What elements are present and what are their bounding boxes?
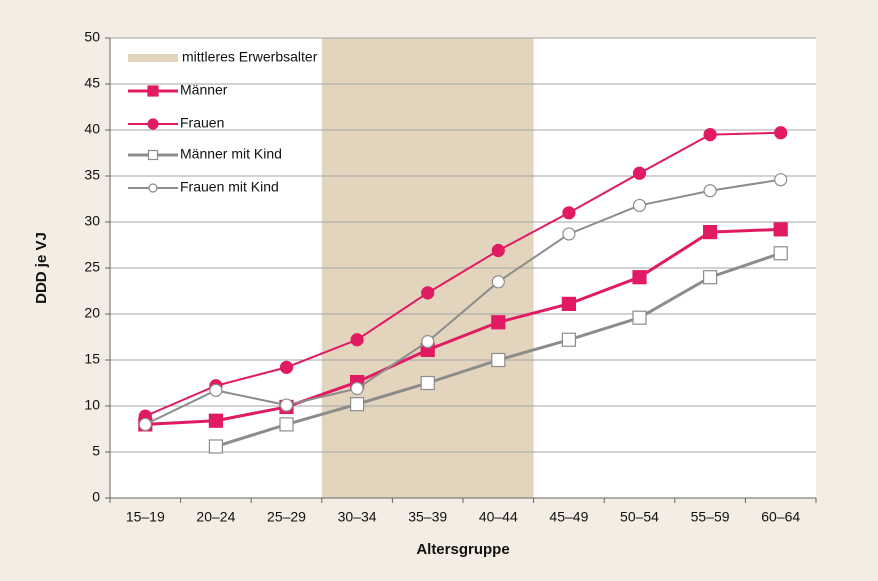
y-tick-label: 10 — [84, 397, 100, 413]
x-tick-label: 25–29 — [267, 509, 306, 525]
data-point — [703, 184, 717, 198]
data-point — [561, 296, 577, 311]
data-point — [774, 126, 788, 140]
data-point — [279, 360, 294, 374]
x-tick-label: 35–39 — [408, 509, 447, 525]
data-point — [773, 222, 788, 237]
series-line — [145, 227, 781, 426]
x-tick-label: 30–34 — [338, 509, 377, 525]
data-point — [421, 286, 435, 300]
data-point — [632, 198, 647, 213]
x-tick-label: 45–49 — [549, 509, 588, 525]
y-tick-label: 50 — [84, 29, 100, 45]
x-axis-label: Altersgruppe — [416, 541, 509, 558]
legend-label: Männer mit Kind — [180, 146, 282, 162]
data-point — [421, 335, 435, 349]
data-point — [703, 128, 717, 142]
legend-marker — [147, 85, 159, 97]
data-point — [702, 270, 718, 285]
y-tick-label: 40 — [84, 121, 100, 137]
data-point — [562, 227, 576, 241]
y-tick-label: 25 — [84, 259, 100, 275]
legend-label: Männer — [180, 82, 228, 98]
data-point — [208, 439, 223, 454]
data-point — [632, 270, 647, 285]
data-point — [350, 333, 364, 347]
y-tick-label: 30 — [84, 213, 100, 229]
data-point — [773, 246, 788, 261]
y-tick-label: 45 — [84, 75, 100, 91]
data-point — [774, 173, 788, 187]
data-point — [491, 352, 506, 368]
x-tick-label: 60–64 — [761, 509, 800, 525]
data-point — [138, 417, 152, 431]
data-point — [491, 275, 505, 289]
data-point — [562, 206, 576, 220]
series-line — [144, 178, 781, 426]
data-point — [632, 166, 647, 180]
series-line — [144, 131, 781, 418]
y-tick-label: 20 — [84, 305, 100, 321]
legend-label: mittleres Erwerbsalter — [182, 49, 318, 65]
data-point — [632, 310, 647, 325]
y-axis-label: DDD je VJ — [33, 232, 50, 304]
data-point — [491, 315, 506, 330]
y-tick-label: 5 — [92, 443, 100, 459]
x-tick-label: 40–44 — [479, 509, 518, 525]
data-point — [491, 243, 505, 258]
legend-label: Frauen — [180, 115, 224, 131]
x-tick-label: 15–19 — [126, 509, 165, 525]
legend-label: Frauen mit Kind — [180, 179, 279, 195]
x-tick-label: 55–59 — [691, 509, 730, 525]
data-point — [209, 383, 223, 397]
x-tick-label: 20–24 — [196, 509, 235, 525]
data-point — [279, 417, 294, 432]
data-point — [350, 397, 365, 412]
data-point — [279, 398, 294, 412]
data-point — [350, 381, 364, 396]
data-point — [702, 225, 718, 240]
legend-marker — [148, 183, 158, 193]
y-tick-label: 0 — [92, 489, 100, 505]
y-tick-label: 35 — [84, 167, 100, 183]
legend-marker — [147, 118, 159, 130]
y-tick-label: 15 — [84, 351, 100, 367]
legend-swatch — [128, 54, 178, 62]
data-point — [561, 332, 577, 347]
legend-marker — [147, 149, 159, 161]
x-tick-label: 50–54 — [620, 509, 659, 525]
data-point — [208, 413, 223, 428]
data-point — [420, 375, 435, 391]
